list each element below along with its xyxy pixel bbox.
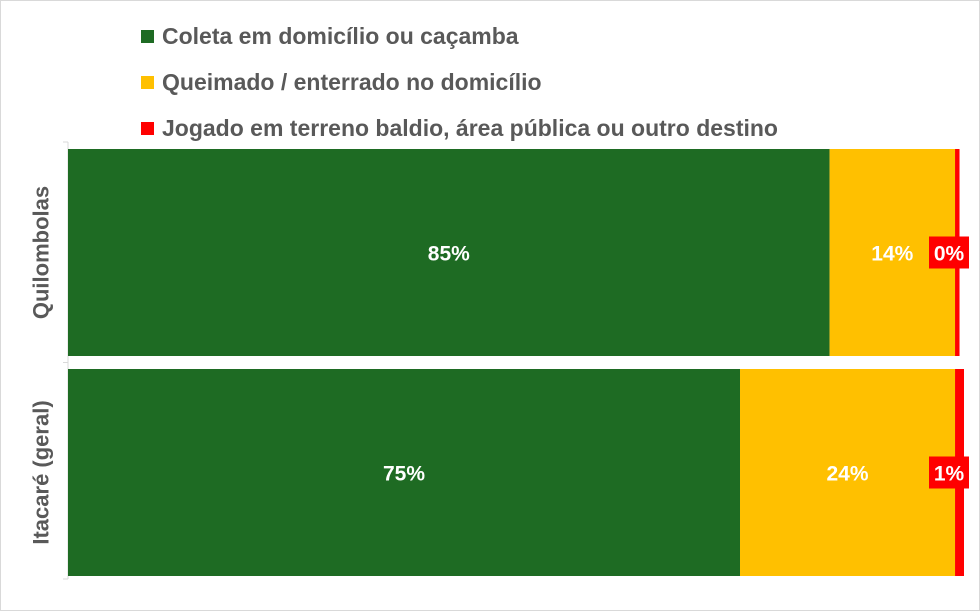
legend-swatch-coleta [141, 29, 154, 43]
data-label: 14% [871, 243, 913, 266]
legend-item-jogado: Jogado em terreno baldio, área pública o… [141, 105, 778, 151]
legend-swatch-jogado [141, 121, 154, 135]
legend-label-coleta: Coleta em domicílio ou caçamba [162, 22, 519, 49]
data-label-background [929, 236, 969, 269]
legend-item-queimado: Queimado / enterrado no domicílio [141, 59, 778, 105]
legend: Coleta em domicílio ou caçamba Queimado … [141, 13, 778, 151]
data-label: 75% [383, 463, 425, 486]
data-label: 0% [934, 243, 965, 266]
category-label: Itacaré (geral) [29, 400, 54, 544]
data-label: 1% [934, 463, 965, 486]
category-label: Quilombolas [29, 186, 54, 319]
legend-item-coleta: Coleta em domicílio ou caçamba [141, 13, 778, 59]
legend-swatch-queimado [141, 75, 154, 89]
bar-segment [68, 149, 830, 356]
legend-label-jogado: Jogado em terreno baldio, área pública o… [162, 114, 778, 141]
bar-segment [740, 369, 956, 576]
legend-label-queimado: Queimado / enterrado no domicílio [162, 68, 542, 95]
bar-segment [68, 369, 740, 576]
data-label-background [929, 456, 969, 489]
data-label: 24% [827, 463, 869, 486]
data-label: 85% [428, 243, 470, 266]
